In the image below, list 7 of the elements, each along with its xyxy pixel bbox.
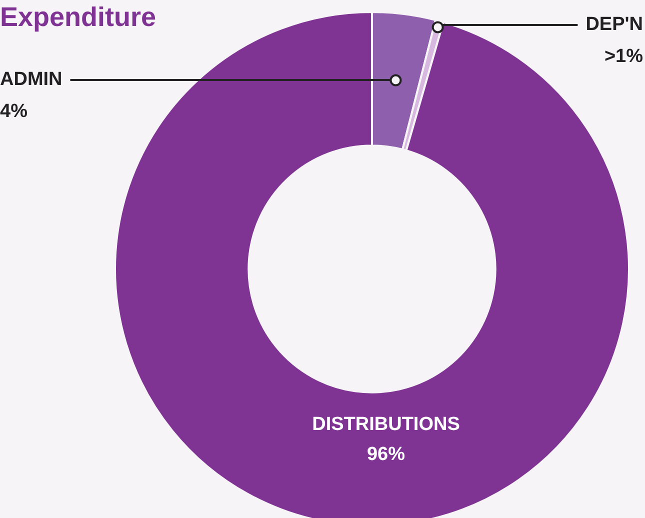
slice-label: DEP'N bbox=[586, 14, 643, 36]
chart-title: Expenditure bbox=[0, 2, 156, 33]
data-label: >1% bbox=[604, 46, 644, 68]
slice-label: ADMIN bbox=[0, 69, 62, 90]
data-label: 96% bbox=[366, 444, 406, 466]
slice-label: DISTRIBUTIONS bbox=[312, 414, 460, 436]
data-label: 4% bbox=[0, 101, 28, 122]
